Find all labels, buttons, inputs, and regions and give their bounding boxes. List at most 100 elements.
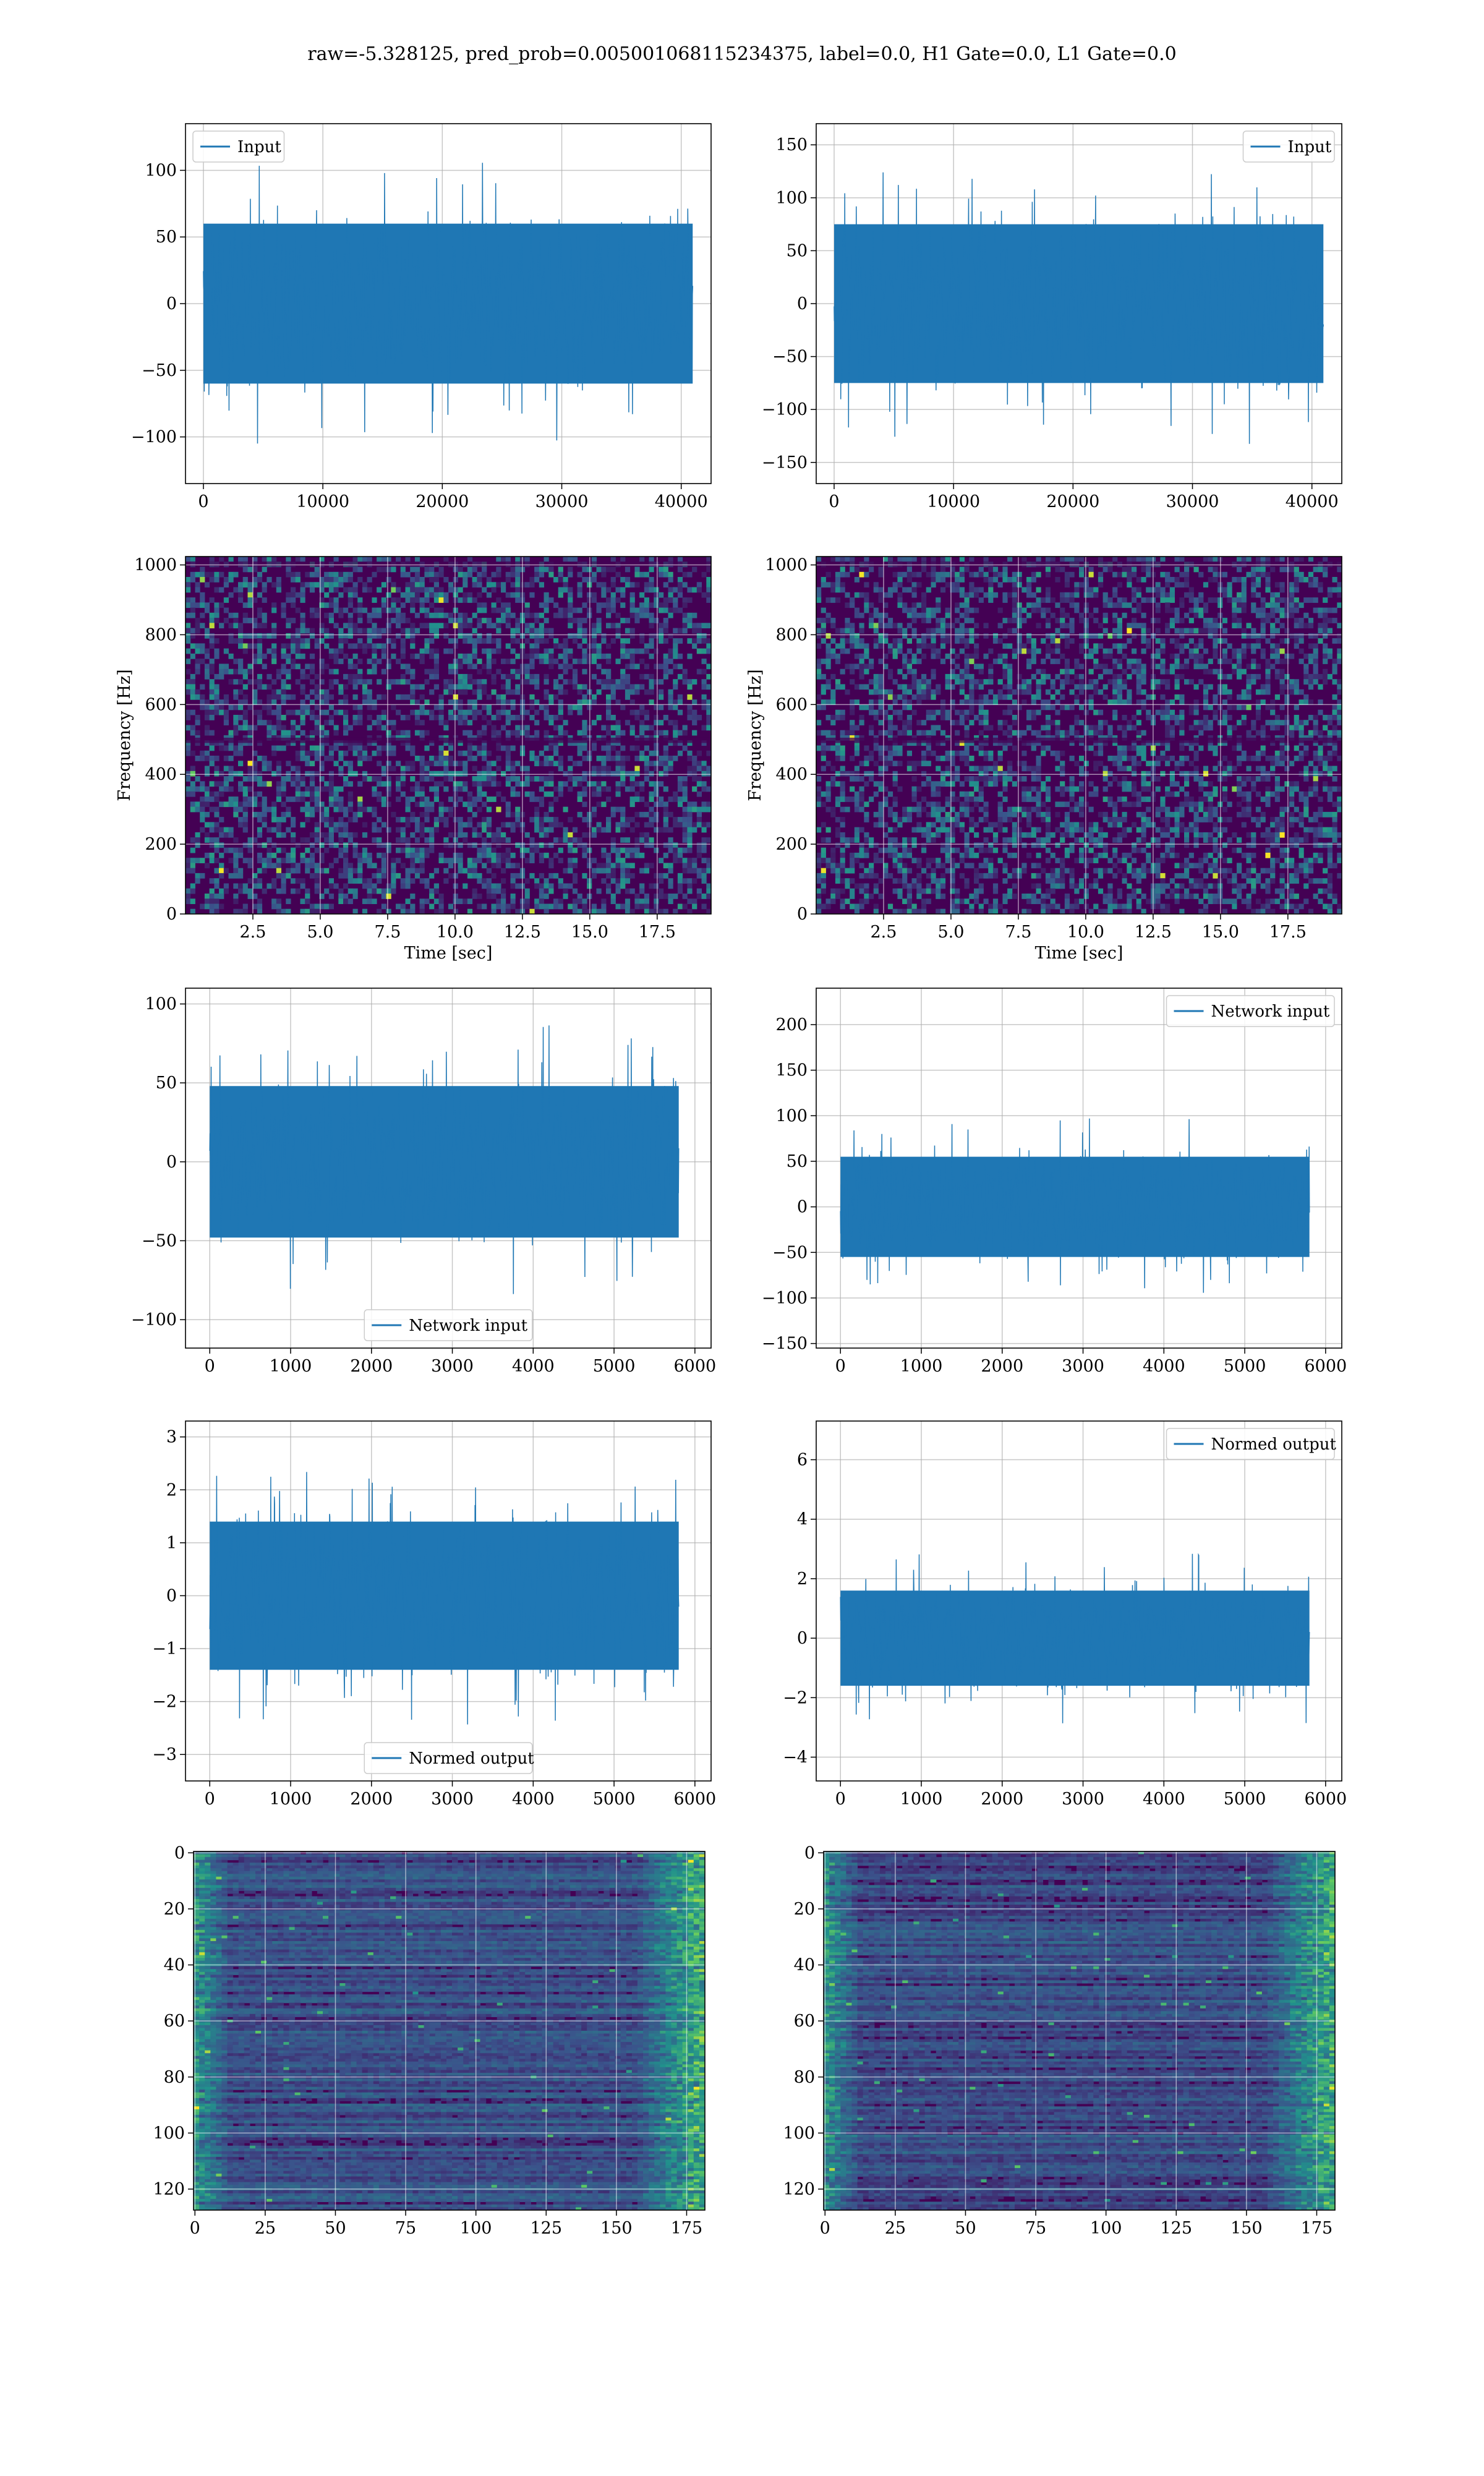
y-tick-label: 2 — [797, 1569, 808, 1589]
y-tick-label: 0 — [804, 1843, 815, 1863]
y-tick-label: 50 — [787, 1152, 808, 1171]
y-tick-label: 120 — [783, 2180, 815, 2199]
y-tick-label: −3 — [152, 1745, 177, 1764]
x-tick-label: 75 — [1025, 2219, 1046, 2238]
y-tick-label: 1000 — [134, 556, 177, 575]
x-tick-label: 5.0 — [937, 923, 964, 942]
x-tick-label: 5.0 — [307, 923, 333, 942]
y-tick-label: −100 — [131, 428, 177, 447]
x-tick-label: 6000 — [673, 1790, 716, 1809]
y-tick-label: 60 — [794, 2012, 815, 2031]
series-line — [210, 1025, 678, 1294]
y-tick-label: 40 — [164, 1956, 185, 1975]
y-tick-label: 60 — [164, 2012, 185, 2031]
y-tick-label: 800 — [775, 625, 808, 644]
y-tick-label: 6 — [797, 1451, 808, 1470]
x-tick-label: 3000 — [431, 1790, 474, 1809]
x-tick-label: 15.0 — [571, 923, 608, 942]
x-tick-label: 5000 — [1224, 1790, 1266, 1809]
y-tick-label: 100 — [775, 189, 808, 208]
heatmap-cells — [824, 1851, 1336, 2211]
y-tick-label: −150 — [762, 1334, 808, 1354]
x-tick-label: 1000 — [900, 1790, 943, 1809]
x-tick-label: 100 — [460, 2219, 492, 2238]
y-tick-label: 4 — [797, 1510, 808, 1529]
x-tick-label: 6000 — [1304, 1357, 1347, 1376]
legend-label: Input — [237, 138, 281, 156]
x-tick-label: 40000 — [655, 492, 708, 511]
y-tick-label: −4 — [783, 1748, 808, 1767]
x-tick-label: 1000 — [270, 1790, 312, 1809]
x-tick-label: 0 — [205, 1357, 215, 1376]
y-tick-label: 200 — [145, 835, 177, 854]
y-tick-label: 100 — [153, 2124, 185, 2143]
y-tick-label: 100 — [783, 2124, 815, 2143]
legend-label: Input — [1288, 138, 1332, 156]
y-tick-label: 0 — [166, 905, 177, 924]
y-tick-label: −100 — [762, 400, 808, 419]
y-tick-label: 200 — [775, 1015, 808, 1035]
y-tick-label: −50 — [772, 348, 808, 367]
y-tick-label: 80 — [794, 2068, 815, 2087]
y-tick-label: −2 — [152, 1693, 177, 1712]
x-tick-label: 3000 — [1062, 1790, 1104, 1809]
x-tick-label: 175 — [1301, 2219, 1333, 2238]
y-tick-label: 50 — [156, 1074, 177, 1093]
legend: Network input — [364, 1310, 532, 1341]
x-tick-label: 5000 — [593, 1790, 636, 1809]
x-tick-label: 1000 — [270, 1357, 312, 1376]
y-tick-label: −100 — [131, 1310, 177, 1330]
y-tick-label: 150 — [775, 1061, 808, 1080]
x-tick-label: 4000 — [1143, 1357, 1185, 1376]
y-tick-label: 3 — [166, 1428, 177, 1447]
x-tick-label: 4000 — [1143, 1790, 1185, 1809]
y-tick-label: 0 — [797, 905, 808, 924]
x-tick-label: 100 — [1090, 2219, 1122, 2238]
y-tick-label: 0 — [797, 1198, 808, 1217]
x-tick-label: 25 — [255, 2219, 276, 2238]
x-tick-label: 2000 — [981, 1790, 1023, 1809]
x-tick-label: 12.5 — [1135, 923, 1172, 942]
x-tick-label: 5000 — [1224, 1357, 1266, 1376]
legend: Input — [193, 131, 284, 162]
legend: Normed output — [1167, 1428, 1337, 1459]
y-tick-label: 40 — [794, 1956, 815, 1975]
x-tick-label: 6000 — [1304, 1790, 1347, 1809]
y-tick-label: 50 — [156, 228, 177, 247]
x-tick-label: 30000 — [1166, 492, 1219, 511]
y-tick-label: 400 — [775, 765, 808, 784]
x-tick-label: 3000 — [1062, 1357, 1104, 1376]
series-line — [840, 1119, 1310, 1293]
x-tick-label: 4000 — [512, 1790, 555, 1809]
y-tick-label: −50 — [772, 1243, 808, 1262]
x-tick-label: 17.5 — [1269, 923, 1307, 942]
x-tick-label: 2.5 — [239, 923, 266, 942]
x-tick-label: 17.5 — [639, 923, 676, 942]
y-tick-label: 800 — [145, 625, 177, 644]
x-tick-label: 0 — [835, 1357, 846, 1376]
x-tick-label: 2000 — [350, 1790, 393, 1809]
y-tick-label: 2 — [166, 1480, 177, 1500]
y-tick-label: 20 — [794, 1900, 815, 1919]
y-tick-label: −2 — [783, 1688, 808, 1707]
series-line — [834, 173, 1323, 444]
x-tick-label: 125 — [530, 2219, 562, 2238]
heatmap-cells — [186, 557, 712, 915]
x-tick-label: 75 — [395, 2219, 416, 2238]
y-tick-label: −150 — [762, 453, 808, 472]
y-tick-label: −50 — [142, 1231, 177, 1250]
y-tick-label: 50 — [787, 241, 808, 260]
y-tick-label: 0 — [797, 1629, 808, 1648]
legend: Input — [1243, 131, 1335, 162]
x-tick-label: 0 — [829, 492, 839, 511]
x-tick-label: 0 — [198, 492, 208, 511]
y-tick-label: −50 — [142, 361, 177, 380]
y-tick-label: 0 — [166, 1586, 177, 1605]
x-tick-label: 0 — [205, 1790, 215, 1809]
